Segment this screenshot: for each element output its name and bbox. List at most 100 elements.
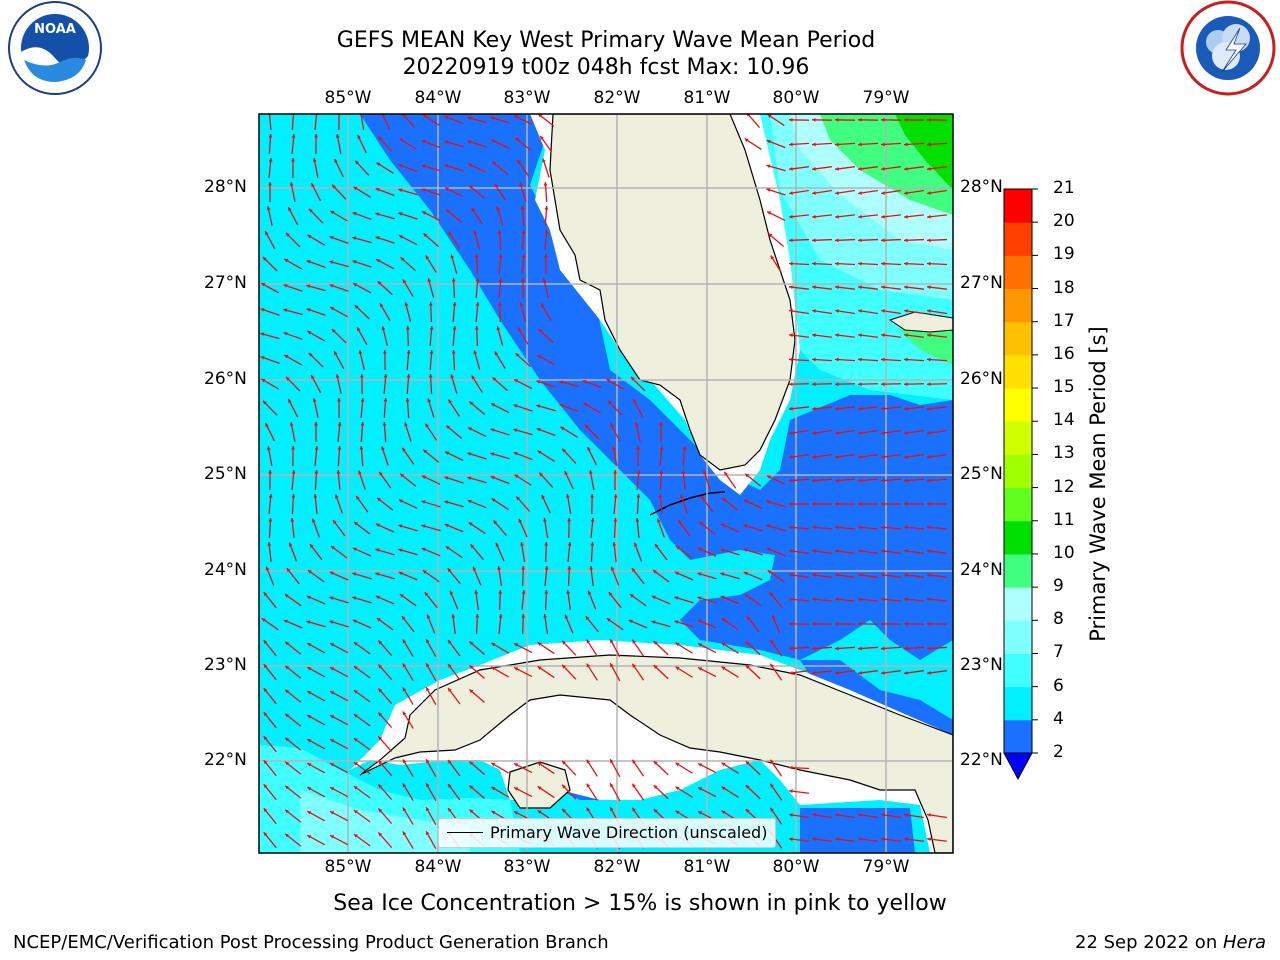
wave-arrow <box>631 663 645 681</box>
wave-arrow <box>788 117 810 122</box>
wave-arrow <box>284 737 302 751</box>
wave-arrow <box>903 406 925 411</box>
chart-subtitle: 20220919 t00z 048h fcst Max: 10.96 <box>402 55 810 80</box>
land-florida-keys <box>649 491 726 516</box>
wave-arrow <box>903 621 925 626</box>
wave-arrow <box>447 687 461 705</box>
wave-arrow <box>513 404 533 412</box>
wave-arrow <box>424 591 438 609</box>
wave-arrow <box>497 229 502 251</box>
colorbar <box>1003 188 1038 781</box>
wave-arrow <box>471 207 483 225</box>
wave-arrow <box>468 521 486 535</box>
wave-arrow <box>834 382 856 387</box>
wave-arrow <box>376 497 394 511</box>
wave-arrow <box>559 403 579 413</box>
lat-tick-right: 27°N <box>960 273 1003 293</box>
wave-arrow <box>377 640 393 656</box>
wave-arrow <box>904 670 924 675</box>
wave-arrow <box>768 232 784 248</box>
wave-arrow <box>287 398 299 418</box>
wave-arrow <box>513 786 533 798</box>
wave-arrow <box>406 373 411 395</box>
wave-arrow <box>423 232 439 248</box>
wave-arrow <box>681 469 686 491</box>
lon-tick-top: 79°W <box>862 88 910 108</box>
wave-arrow <box>521 229 526 251</box>
wave-arrow <box>811 478 833 483</box>
wave-arrow <box>381 446 389 466</box>
wave-arrow <box>834 406 856 411</box>
wave-arrow <box>926 502 948 506</box>
wave-arrow <box>377 832 393 848</box>
wave-arrow <box>881 670 901 675</box>
colorbar-segment <box>1004 587 1032 621</box>
wave-arrow <box>857 597 879 602</box>
wave-arrow <box>636 445 640 467</box>
wave-arrow <box>834 142 856 147</box>
lon-tick-bottom: 83°W <box>503 857 551 877</box>
colorbar-segment <box>1004 553 1032 588</box>
wave-arrow <box>352 572 372 580</box>
lon-tick-top: 82°W <box>593 88 641 108</box>
wave-arrow <box>769 639 783 657</box>
wave-arrow <box>288 542 298 562</box>
wave-arrow <box>927 813 947 819</box>
wave-arrow <box>697 666 717 678</box>
colorbar-segment <box>1004 653 1032 688</box>
wave-arrow <box>721 642 739 654</box>
wave-arrow <box>377 136 393 152</box>
wave-arrow <box>926 406 948 411</box>
wave-arrow <box>496 206 504 226</box>
wave-arrow <box>265 566 275 586</box>
wave-arrow <box>467 476 487 484</box>
wave-arrow <box>880 525 902 530</box>
wave-arrow <box>858 189 878 195</box>
wave-arrow <box>428 373 433 395</box>
wave-arrow <box>606 617 624 631</box>
wave-arrow <box>285 376 301 392</box>
wave-arrow <box>519 182 527 202</box>
wave-arrow <box>306 642 326 654</box>
wave-arrow <box>769 759 783 777</box>
wave-arrow <box>903 214 925 219</box>
wave-arrow <box>743 548 763 556</box>
wave-arrow <box>766 475 786 485</box>
wave-arrow <box>589 565 594 587</box>
wave-arrow <box>352 282 372 294</box>
wave-arrow <box>609 782 621 802</box>
wave-arrow <box>329 834 349 846</box>
wave-arrow <box>903 333 925 338</box>
wave-arrow <box>352 547 372 557</box>
wave-arrow <box>766 210 786 222</box>
wave-arrow <box>543 181 548 203</box>
wave-arrow <box>331 328 347 344</box>
wave-arrow <box>467 163 487 173</box>
colorbar-tick-label: 9 <box>1053 576 1064 597</box>
wave-arrow <box>769 591 783 609</box>
wave-arrow <box>586 446 598 466</box>
wave-arrow <box>744 138 762 150</box>
wave-arrow <box>927 429 947 435</box>
wave-arrow <box>452 325 457 347</box>
wave-arrow <box>425 255 437 273</box>
wave-arrow <box>353 689 371 703</box>
wave-arrow <box>606 378 624 390</box>
wave-arrow <box>306 308 326 316</box>
wave-arrow <box>720 595 740 605</box>
wave-arrow <box>540 303 552 321</box>
wave-arrow <box>788 285 810 290</box>
wave-arrow <box>720 572 740 580</box>
wave-arrow <box>306 738 326 750</box>
wave-arrow <box>313 493 318 515</box>
wave-arrow <box>356 326 368 346</box>
wave-arrow <box>377 808 393 824</box>
wave-arrow <box>284 689 302 703</box>
lat-tick-left: 24°N <box>204 560 247 580</box>
wave-arrow <box>451 277 456 299</box>
lon-tick-top: 84°W <box>414 88 462 108</box>
wave-arrow <box>329 666 349 678</box>
wave-arrow <box>880 261 902 266</box>
wave-arrow <box>490 452 510 460</box>
wave-arrow <box>490 116 510 124</box>
